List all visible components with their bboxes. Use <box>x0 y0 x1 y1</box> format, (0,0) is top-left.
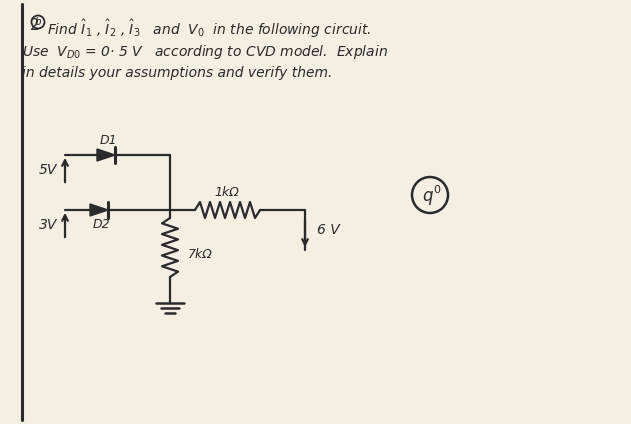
Text: Find $\mathit{\hat{I}_1}$ , $\mathit{\hat{I}_2}$ , $\mathit{\hat{I}_3}$   and  $: Find $\mathit{\hat{I}_1}$ , $\mathit{\ha… <box>47 18 371 40</box>
Text: 2: 2 <box>30 18 40 33</box>
Text: 5V: 5V <box>38 163 57 177</box>
Text: D2: D2 <box>92 218 110 232</box>
Text: 0: 0 <box>433 185 440 195</box>
Text: 6 V: 6 V <box>317 223 339 237</box>
Text: Use  $V_{D0}$ = 0· 5 V   according to CVD model.  Explain: Use $V_{D0}$ = 0· 5 V according to CVD m… <box>22 43 388 61</box>
Polygon shape <box>97 149 115 161</box>
Text: q: q <box>422 187 432 205</box>
Text: b: b <box>35 17 41 27</box>
Text: in details your assumptions and verify them.: in details your assumptions and verify t… <box>22 66 333 80</box>
Text: 1kΩ: 1kΩ <box>215 186 239 198</box>
Text: 7kΩ: 7kΩ <box>188 248 213 262</box>
Polygon shape <box>90 204 108 216</box>
Text: D1: D1 <box>99 134 117 147</box>
Text: 3V: 3V <box>38 218 57 232</box>
